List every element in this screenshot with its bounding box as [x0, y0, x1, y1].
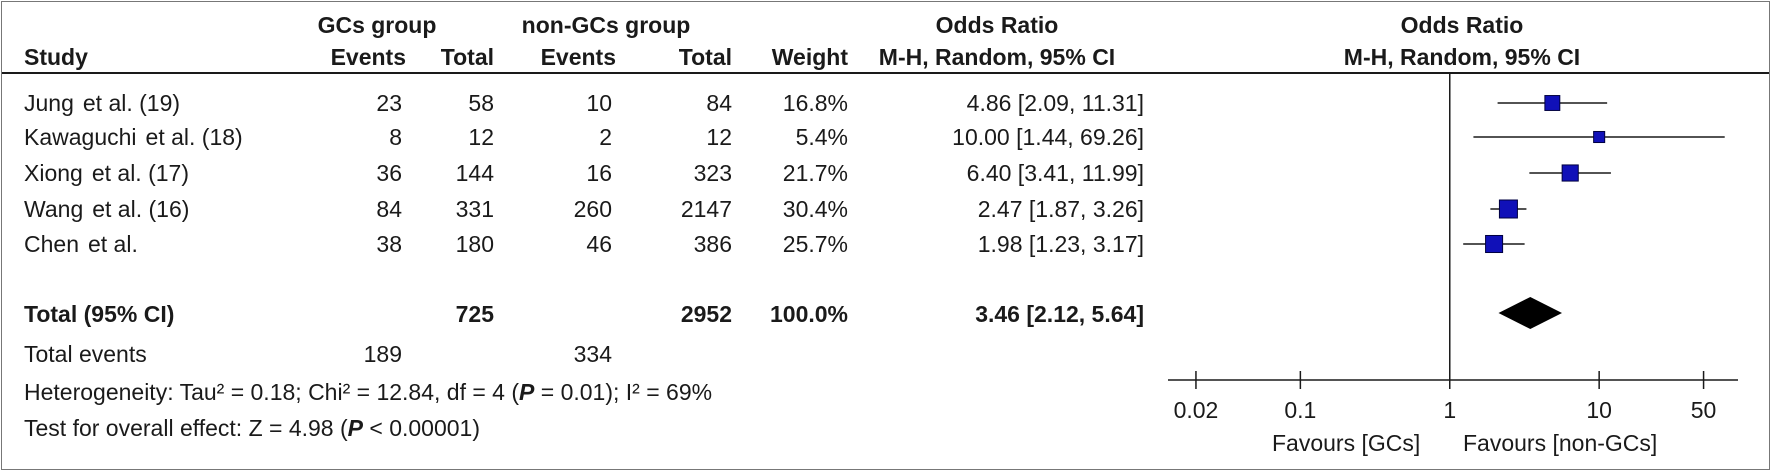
study-marker-1	[1544, 95, 1561, 111]
study-name-4: Wang et al. (16)	[24, 196, 190, 222]
total-events-1: 189	[363, 341, 402, 367]
header-total-1: Total	[440, 44, 494, 70]
study-events1-5: 38	[376, 231, 402, 257]
study-ci-text-3: 6.40 [3.41, 11.99]	[966, 160, 1144, 186]
study-total1-2: 12	[468, 124, 494, 150]
study-marker-3	[1561, 164, 1579, 182]
study-ci-text-5: 1.98 [1.23, 3.17]	[977, 231, 1144, 257]
study-weight-2: 5.4%	[795, 124, 848, 150]
study-total1-1: 58	[468, 90, 494, 116]
study-events1-4: 84	[376, 196, 402, 222]
study-events1-1: 23	[376, 90, 402, 116]
x-tick-label-4: 10	[1586, 397, 1612, 423]
study-marker-5	[1485, 234, 1504, 254]
x-tick-label-3: 1	[1443, 397, 1456, 423]
study-name-5: Chen et al.	[24, 231, 138, 257]
total-label: Total (95% CI)	[24, 301, 175, 327]
x-tick-label-2: 0.1	[1284, 397, 1316, 423]
heterogeneity-text: Heterogeneity: Tau² = 0.18; Chi² = 12.84…	[24, 379, 713, 405]
study-total1-4: 331	[455, 196, 494, 222]
header-study: Study	[24, 44, 88, 70]
study-name-1: Jung et al. (19)	[24, 90, 181, 116]
header-events-2: Events	[540, 44, 616, 70]
study-name-3: Xiong et al. (17)	[24, 160, 189, 186]
overall-effect-text: Test for overall effect: Z = 4.98 (P < 0…	[24, 415, 480, 441]
study-weight-1: 16.8%	[782, 90, 848, 116]
study-events2-3: 16	[586, 160, 612, 186]
total-total-2: 2952	[680, 301, 732, 327]
study-marker-4	[1498, 199, 1518, 219]
total-total-1: 725	[455, 301, 494, 327]
study-events2-5: 46	[586, 231, 612, 257]
header-ci-right: M-H, Random, 95% CI	[1343, 44, 1581, 70]
study-total2-2: 12	[706, 124, 732, 150]
study-total1-3: 144	[455, 160, 494, 186]
header-rule	[2, 72, 1769, 74]
total-weight: 100.0%	[769, 301, 848, 327]
x-tick-label-1: 0.02	[1174, 397, 1219, 423]
study-events1-3: 36	[376, 160, 402, 186]
study-total1-5: 180	[455, 231, 494, 257]
header-total-2: Total	[678, 44, 732, 70]
header-ci-left: M-H, Random, 95% CI	[878, 44, 1116, 70]
header-odds-ratio-left: Odds Ratio	[935, 12, 1059, 38]
pooled-diamond	[1498, 297, 1562, 329]
total-ci: 3.46 [2.12, 5.64]	[975, 301, 1144, 327]
header-events-1: Events	[330, 44, 406, 70]
favours-left-label: Favours [GCs]	[1272, 430, 1421, 456]
x-tick-label-5: 50	[1691, 397, 1717, 423]
study-weight-5: 25.7%	[782, 231, 848, 257]
header-gcs-group: GCs group	[317, 12, 437, 38]
study-ci-text-2: 10.00 [1.44, 69.26]	[952, 124, 1144, 150]
favours-right-label: Favours [non-GCs]	[1463, 430, 1658, 456]
study-events2-4: 260	[573, 196, 612, 222]
header-weight: Weight	[771, 44, 848, 70]
total-events-2: 334	[573, 341, 612, 367]
study-total2-5: 386	[693, 231, 732, 257]
study-name-2: Kawaguchi et al. (18)	[24, 124, 243, 150]
study-ci-text-1: 4.86 [2.09, 11.31]	[966, 90, 1144, 116]
study-ci-text-4: 2.47 [1.87, 3.26]	[977, 196, 1144, 222]
study-total2-4: 2147	[680, 196, 732, 222]
total-events-label: Total events	[24, 341, 147, 367]
header-non-gcs-group: non-GCs group	[521, 12, 691, 38]
header-odds-ratio-right: Odds Ratio	[1400, 12, 1524, 38]
study-total2-3: 323	[693, 160, 732, 186]
study-events2-1: 10	[586, 90, 612, 116]
study-weight-4: 30.4%	[782, 196, 848, 222]
study-total2-1: 84	[706, 90, 732, 116]
study-events1-2: 8	[389, 124, 402, 150]
study-weight-3: 21.7%	[782, 160, 848, 186]
study-marker-2	[1593, 130, 1606, 144]
study-events2-2: 2	[599, 124, 612, 150]
